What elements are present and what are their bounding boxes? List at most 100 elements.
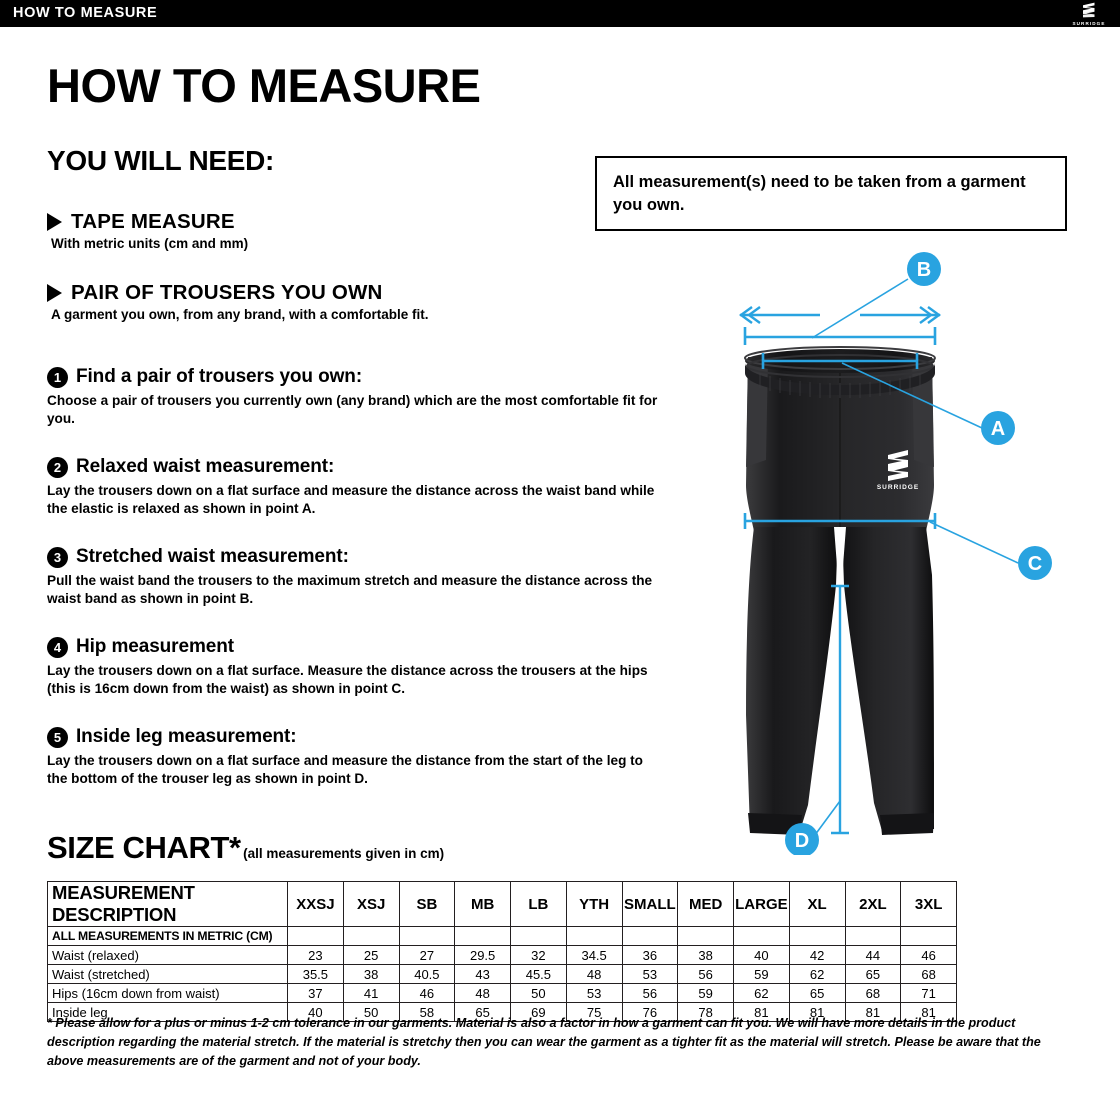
marker-a: A — [981, 411, 1015, 445]
cell-value: 27 — [398, 945, 456, 965]
size-chart-table: MEASUREMENT DESCRIPTION XXSJ XSJ SB MB L… — [47, 881, 957, 1022]
cell-value: 32 — [510, 945, 567, 965]
step-body: Lay the trousers down on a flat surface … — [47, 483, 655, 516]
need-item-title: PAIR OF TROUSERS YOU OWN — [71, 281, 383, 304]
table-row: Hips (16cm down from waist) 37 41 46 48 … — [47, 983, 957, 1003]
svg-text:C: C — [1028, 553, 1042, 575]
cell-value: 53 — [621, 964, 679, 984]
cell-value: 78 — [677, 1002, 734, 1022]
cell-value: 68 — [844, 983, 902, 1003]
svg-text:A: A — [991, 418, 1005, 440]
size-chart-heading: SIZE CHART * (all measurements given in … — [47, 830, 444, 866]
col-header-size: LB — [510, 881, 567, 927]
cell-value: 25 — [342, 945, 400, 965]
row-label: Waist (relaxed) — [47, 945, 288, 965]
marker-d: D — [785, 823, 819, 855]
inside-leg-line — [831, 584, 849, 835]
cell-value: 40.5 — [398, 964, 456, 984]
cell-value: 71 — [900, 983, 957, 1003]
step-title: Stretched waist measurement: — [76, 546, 349, 567]
top-bar-title: HOW TO MEASURE — [13, 5, 158, 21]
step-number-badge: 2 — [47, 456, 68, 478]
cell-value: 76 — [621, 1002, 679, 1022]
trousers-illustration: SURRIDGE — [744, 346, 936, 835]
cell-value: 81 — [733, 1002, 790, 1022]
cell-value: 44 — [844, 945, 902, 965]
col-header-size: MED — [677, 881, 734, 927]
cell-value: 41 — [342, 983, 400, 1003]
step-1: 1 Find a pair of trousers you own: Choos… — [47, 366, 667, 427]
measurement-callout-box: All measurement(s) need to be taken from… — [595, 156, 1067, 231]
cell-value: 46 — [398, 983, 456, 1003]
cell-value: 48 — [565, 964, 623, 984]
cell-value: 53 — [565, 983, 623, 1003]
need-item-trousers: PAIR OF TROUSERS YOU OWN A garment you o… — [47, 281, 429, 322]
cell-value: 50 — [342, 1002, 400, 1022]
empty-cell — [788, 926, 846, 946]
cell-value: 38 — [677, 945, 734, 965]
step-5: 5 Inside leg measurement: Lay the trouse… — [47, 726, 667, 787]
need-item-sub: With metric units (cm and mm) — [51, 236, 249, 251]
empty-cell — [733, 926, 790, 946]
cell-value: 42 — [788, 945, 846, 965]
svg-text:SURRIDGE: SURRIDGE — [877, 484, 919, 491]
cell-value: 37 — [287, 983, 344, 1003]
col-header-size: LARGE — [733, 881, 790, 927]
trousers-measurement-diagram: SURRIDGE — [690, 245, 1090, 855]
cell-value: 23 — [287, 945, 344, 965]
cell-value: 62 — [733, 983, 790, 1003]
need-item-sub: A garment you own, from any brand, with … — [51, 307, 429, 322]
cell-value: 35.5 — [287, 964, 344, 984]
col-header-size: 2XL — [844, 881, 902, 927]
col-header-size: XXSJ — [287, 881, 344, 927]
col-header-size: MB — [454, 881, 511, 927]
cell-value: 68 — [900, 964, 957, 984]
relaxed-waist-line — [761, 353, 919, 369]
empty-cell — [287, 926, 344, 946]
cell-value: 36 — [621, 945, 679, 965]
svg-text:D: D — [795, 830, 809, 852]
stretch-arrowheads — [738, 306, 942, 324]
cell-value: 38 — [342, 964, 400, 984]
step-number-badge: 1 — [47, 366, 68, 388]
cell-value: 62 — [788, 964, 846, 984]
cell-value: 50 — [510, 983, 567, 1003]
col-header-description: MEASUREMENT DESCRIPTION — [47, 881, 288, 927]
step-title: Hip measurement — [76, 636, 234, 657]
trousers-diagram-svg: SURRIDGE — [738, 252, 1052, 855]
cell-value: 58 — [398, 1002, 456, 1022]
cell-value: 65 — [788, 983, 846, 1003]
triangle-bullet-icon — [47, 284, 62, 302]
step-number-badge: 4 — [47, 636, 68, 658]
row-label: Inside leg — [47, 1002, 288, 1022]
empty-cell — [510, 926, 567, 946]
cell-value: 56 — [677, 964, 734, 984]
cell-value: 81 — [788, 1002, 846, 1022]
col-header-size: SB — [398, 881, 456, 927]
cell-value: 46 — [900, 945, 957, 965]
marker-b: B — [907, 252, 941, 286]
empty-cell — [621, 926, 679, 946]
row-label: Waist (stretched) — [47, 964, 288, 984]
cell-value: 40 — [733, 945, 790, 965]
table-header-row: MEASUREMENT DESCRIPTION XXSJ XSJ SB MB L… — [47, 881, 957, 927]
cell-value: 65 — [454, 1002, 511, 1022]
need-item-tape-measure: TAPE MEASURE With metric units (cm and m… — [47, 210, 248, 251]
triangle-bullet-icon — [47, 213, 62, 231]
cell-value: 43 — [454, 964, 511, 984]
col-header-size: XL — [788, 881, 846, 927]
cell-value: 81 — [900, 1002, 957, 1022]
need-item-title: TAPE MEASURE — [71, 210, 235, 233]
step-title: Inside leg measurement: — [76, 726, 297, 747]
size-chart-title: SIZE CHART — [47, 830, 230, 865]
step-3: 3 Stretched waist measurement: Pull the … — [47, 546, 667, 607]
empty-cell — [844, 926, 902, 946]
step-title: Relaxed waist measurement: — [76, 456, 335, 477]
marker-c: C — [1018, 546, 1052, 580]
cell-value: 65 — [844, 964, 902, 984]
step-number-badge: 5 — [47, 726, 68, 748]
surridge-s-icon — [1083, 2, 1095, 17]
empty-cell — [454, 926, 511, 946]
hip-line — [743, 513, 937, 529]
page-title: HOW TO MEASURE — [47, 59, 481, 112]
